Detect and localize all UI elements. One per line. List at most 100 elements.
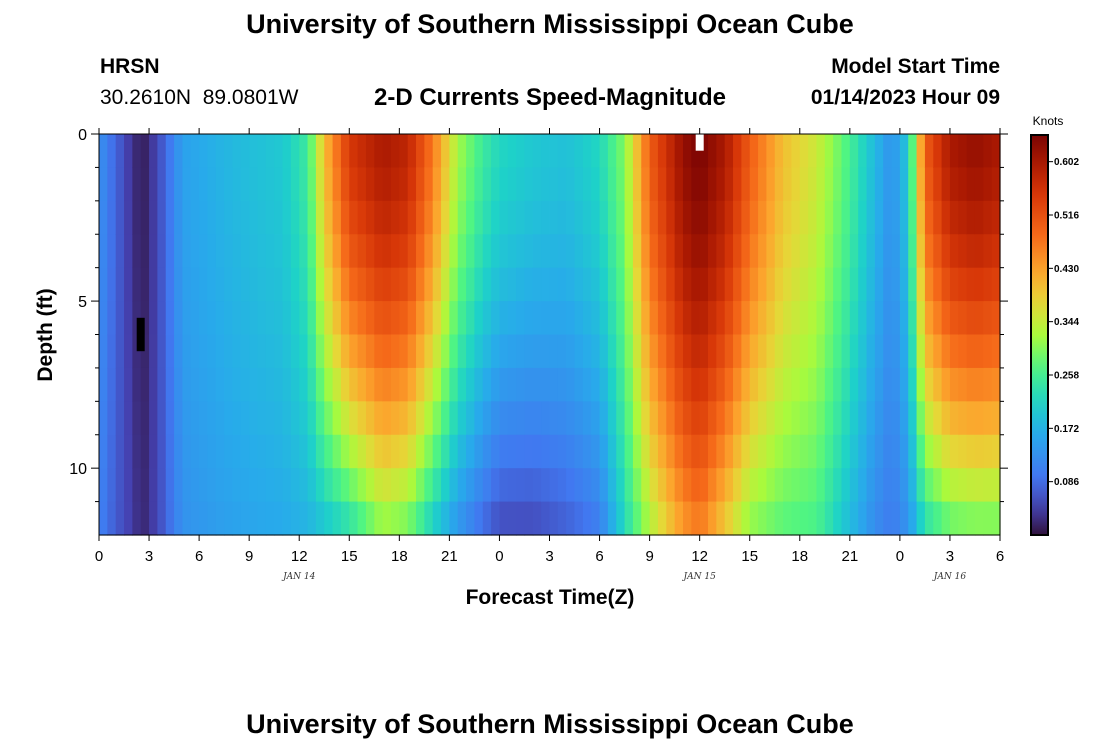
heatmap-cell [232,134,242,169]
heatmap-cell [924,401,934,436]
heatmap-cell [507,234,517,269]
heatmap-cell [340,234,350,269]
heatmap-cell [649,301,659,336]
heatmap-cell [424,267,434,302]
heatmap-cell [140,501,150,536]
heatmap-cell [199,134,209,169]
heatmap-cell [332,301,342,336]
heatmap-cell [199,401,209,436]
heatmap-cell [232,301,242,336]
heatmap-cell [165,200,175,235]
heatmap-cell [657,367,667,402]
heatmap-cell [249,401,259,436]
heatmap-cell [641,468,651,503]
heatmap-cell [758,134,767,169]
heatmap-cell [924,434,934,469]
heatmap-cell [582,334,592,369]
heatmap-cell [232,267,242,302]
heatmap-cell [541,234,551,269]
heatmap-cell [724,468,734,503]
heatmap-cell [557,401,567,436]
heatmap-cell [282,401,292,436]
heatmap-cell [874,301,884,336]
heatmap-cell [190,334,200,369]
heatmap-cell [574,301,584,336]
heatmap-cell [691,468,701,503]
heatmap-cell [841,468,851,503]
heatmap-cell [908,434,918,469]
heatmap-cell [824,301,834,336]
heatmap-cell [691,434,701,469]
heatmap-cell [432,200,442,235]
heatmap-cell [340,167,350,202]
heatmap-cell [240,468,250,503]
heatmap-cell [132,267,142,302]
heatmap-cell [332,401,342,436]
heatmap-cell [449,234,459,269]
heatmap-cell [99,468,108,503]
heatmap-cell [224,434,234,469]
heatmap-cell [240,334,250,369]
x-tick-label: 6 [996,548,1004,565]
heatmap-cell [624,501,634,536]
heatmap-cell [416,200,425,235]
heatmap-cell [115,468,125,503]
heatmap-cell [949,134,959,169]
heatmap-cell [566,501,576,536]
heatmap-cell [290,367,300,402]
heatmap-cell [641,367,651,402]
heatmap-cell [265,367,275,402]
heatmap-cell [441,434,450,469]
heatmap-cell [733,234,742,269]
heatmap-cell [274,434,284,469]
heatmap-cell [649,501,659,536]
heatmap-cell [808,301,818,336]
heatmap-cell [874,434,884,469]
heatmap-cell [708,334,717,369]
heatmap-cell [891,501,901,536]
heatmap-cell [849,367,859,402]
heatmap-cell [666,301,676,336]
heatmap-cell [674,434,684,469]
heatmap-cell [616,267,626,302]
heatmap-cell [891,468,901,503]
heatmap-cell [524,434,534,469]
heatmap-cell [215,401,225,436]
heatmap-cell [991,434,1001,469]
heatmap-cell [866,200,876,235]
heatmap-cell [324,301,334,336]
heatmap-cell [557,334,567,369]
heatmap-cell [157,234,167,269]
heatmap-cell [833,334,843,369]
heatmap-cell [407,334,417,369]
heatmap-cell [582,134,592,169]
heatmap-cell [149,401,158,436]
heatmap-cell [324,468,334,503]
heatmap-cell [165,434,175,469]
heatmap-cell [257,501,267,536]
heatmap-cell [99,134,108,169]
heatmap-cell [708,468,717,503]
heatmap-cell [257,301,267,336]
heatmap-cell [199,200,209,235]
heatmap-cell [516,234,526,269]
heatmap-cell [274,234,284,269]
heatmap-cell [966,301,976,336]
heatmap-cell [833,301,843,336]
heatmap-cell [682,501,692,536]
heatmap-cell [624,234,634,269]
heatmap-cell [858,501,868,536]
heatmap-cell [883,167,893,202]
heatmap-cell [874,468,884,503]
colorbar-gradient [1030,134,1049,536]
day-label: JAN 16 [932,572,967,582]
heatmap-cell [749,167,759,202]
heatmap-cell [299,301,309,336]
heatmap-cell [149,301,158,336]
heatmap-cell [349,434,359,469]
heatmap-cell [833,501,843,536]
heatmap-cell [724,234,734,269]
heatmap-cell [824,134,834,169]
heatmap-cell [841,267,851,302]
heatmap-cell [349,468,359,503]
